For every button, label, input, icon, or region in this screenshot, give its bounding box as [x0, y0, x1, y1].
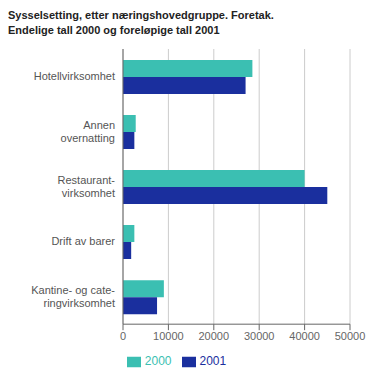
html-text:Sysselsetting, etter næringsho: Sysselsetting, etter næringshovedgruppe.… [8, 9, 274, 21]
svg-text:Restaurant-virksomhet: Restaurant-virksomhet [58, 174, 116, 199]
svg-text:10000: 10000 [153, 330, 184, 342]
svg-text:40000: 40000 [289, 330, 320, 342]
svg-text:50000: 50000 [335, 330, 366, 342]
svg-text:0: 0 [120, 330, 126, 342]
html-text:Endelige tall 2000 og foreløpi: Endelige tall 2000 og foreløpige tall 20… [8, 24, 220, 36]
svg-text:20000: 20000 [199, 330, 230, 342]
svg-text:Drift av barer: Drift av barer [51, 235, 115, 247]
html-text:2000: 2000 [144, 354, 172, 369]
svg-text:Kantine- og cate-ringvirksomhe: Kantine- og cate-ringvirksomhet [31, 284, 115, 309]
svg-text:30000: 30000 [244, 330, 275, 342]
html-text:2001: 2001 [199, 354, 227, 369]
svg-text:Hotellvirksomhet: Hotellvirksomhet [34, 70, 115, 82]
svg-text:Annenovernatting: Annenovernatting [61, 119, 115, 144]
